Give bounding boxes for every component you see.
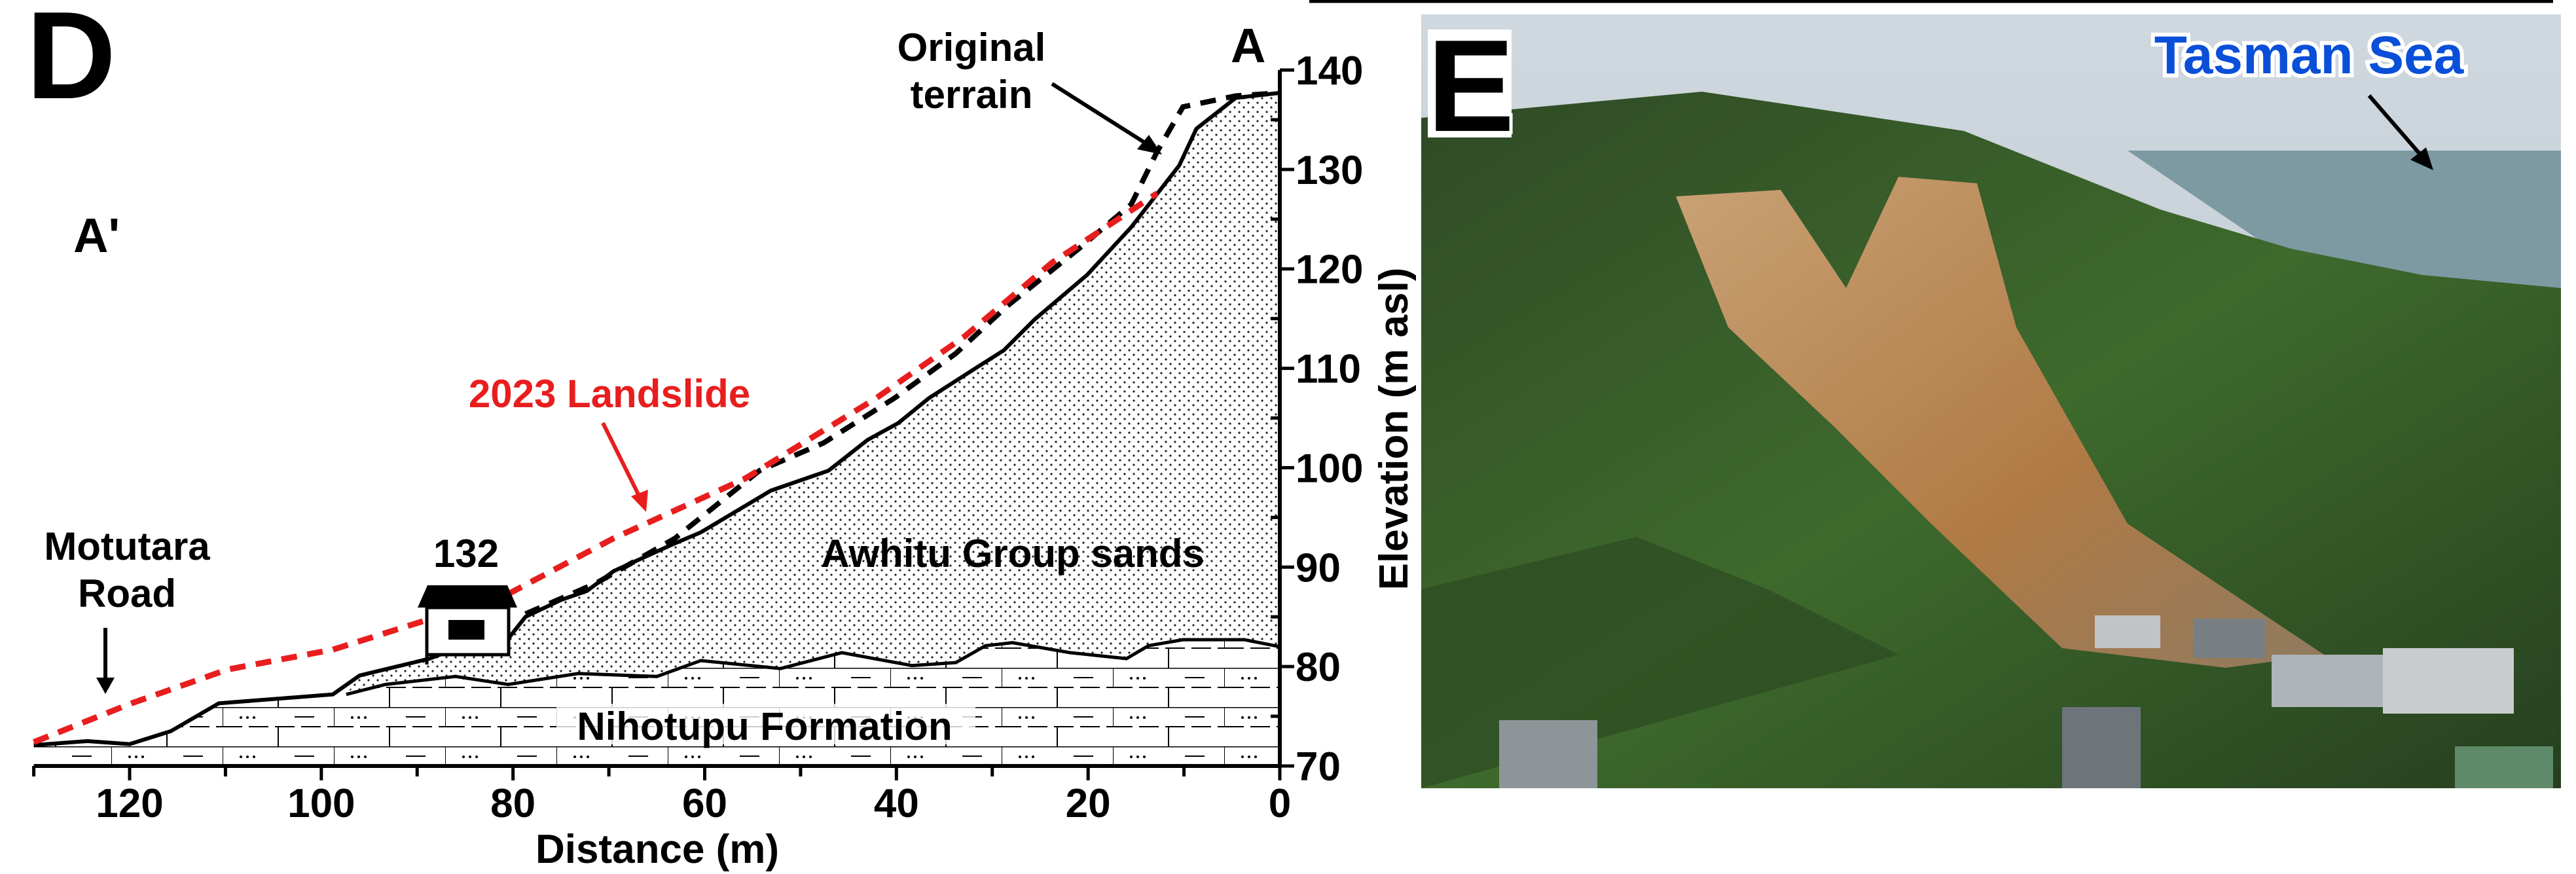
house-132-icon (418, 585, 517, 665)
y-tick-label: 120 (1296, 247, 1363, 293)
landslide-photo: E Tasman Sea (1309, 0, 2561, 788)
y-tick-label: 90 (1296, 545, 1341, 591)
panel-label-d: D (26, 0, 116, 125)
original-terrain-line (524, 90, 1280, 617)
y-tick-label: 70 (1296, 744, 1341, 790)
formation-contact-line (346, 638, 1280, 697)
panel-label-e: E (1427, 13, 1514, 159)
current-terrain-line (33, 90, 1280, 748)
y-tick-label: 140 (1296, 48, 1363, 94)
x-tick-label: 0 (1269, 781, 1291, 826)
x-tick-label: 60 (682, 781, 727, 826)
y-tick-label: 100 (1296, 446, 1363, 491)
y-axis-label: Elevation (m asl) (1371, 268, 1417, 591)
label-2023-landslide: 2023 Landslide (469, 372, 750, 416)
label-nihotupu-formation: Nihotupu Formation (577, 704, 952, 748)
label-motutara-1: Motutara (44, 524, 210, 568)
label-a-prime: A' (73, 208, 120, 263)
label-original-terrain-2: terrain (911, 73, 1033, 117)
y-tick-label: 130 (1296, 148, 1363, 193)
y-tick-label: 110 (1296, 347, 1361, 392)
label-motutara-2: Road (78, 572, 176, 615)
x-tick-label: 20 (1066, 781, 1111, 826)
x-tick-label: 100 (287, 781, 355, 826)
label-house-132: 132 (433, 532, 499, 575)
x-tick-label: 120 (96, 781, 163, 826)
y-tick-label: 80 (1296, 645, 1341, 690)
x-tick-label: 40 (874, 781, 919, 826)
tasman-sea-arrow (2367, 94, 2427, 162)
label-original-terrain-1: Original (898, 26, 1046, 69)
landslide-arrow (601, 422, 644, 502)
awhitu-sands-fill (346, 92, 1280, 695)
original-terrain-arrow (1051, 82, 1153, 149)
landslide-2023-line (32, 191, 1159, 745)
cross-section-chart: 70 80 90 100 110 120 130 140 120 100 80 60 40 20 0 Dist… (26, 0, 1417, 872)
axes: 70 80 90 100 110 120 130 140 120 100 80 60 40 20 0 Dist… (32, 48, 1417, 872)
label-a: A (1231, 18, 1265, 73)
label-tasman-sea: Tasman Sea (2154, 26, 2465, 85)
label-awhitu-sands: Awhitu Group sands (821, 532, 1205, 575)
x-axis-label: Distance (m) (535, 827, 779, 872)
x-tick-label: 80 (490, 781, 535, 826)
